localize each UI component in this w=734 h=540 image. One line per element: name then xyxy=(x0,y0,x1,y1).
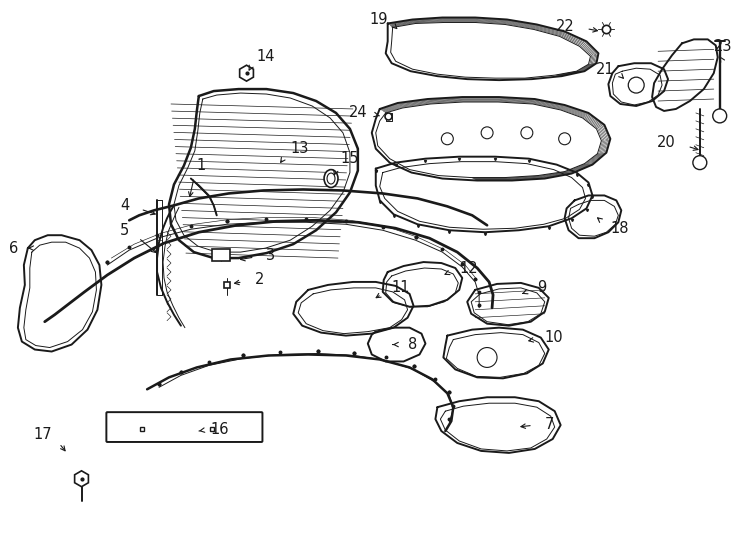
Circle shape xyxy=(693,156,707,170)
Polygon shape xyxy=(239,65,253,81)
Text: 20: 20 xyxy=(657,135,676,150)
Text: 13: 13 xyxy=(290,141,308,156)
Text: 4: 4 xyxy=(120,198,129,213)
Circle shape xyxy=(559,133,570,145)
Text: 21: 21 xyxy=(596,62,614,77)
Ellipse shape xyxy=(327,173,335,184)
Text: 24: 24 xyxy=(349,105,368,120)
Text: 10: 10 xyxy=(545,330,564,345)
Text: 8: 8 xyxy=(407,337,417,352)
Text: 12: 12 xyxy=(459,260,478,275)
Text: 2: 2 xyxy=(255,273,264,287)
Text: 5: 5 xyxy=(120,222,129,238)
Text: 1: 1 xyxy=(197,158,206,173)
Text: 23: 23 xyxy=(713,39,733,54)
Text: 11: 11 xyxy=(392,280,410,295)
Text: 18: 18 xyxy=(611,221,629,236)
Text: 14: 14 xyxy=(256,49,275,64)
Circle shape xyxy=(477,348,497,367)
Circle shape xyxy=(441,133,454,145)
Text: 17: 17 xyxy=(33,427,51,442)
FancyBboxPatch shape xyxy=(106,412,263,442)
FancyBboxPatch shape xyxy=(211,249,230,261)
Circle shape xyxy=(628,77,644,93)
Text: 15: 15 xyxy=(340,151,358,166)
Text: 16: 16 xyxy=(211,422,229,436)
Text: 7: 7 xyxy=(545,416,554,431)
Circle shape xyxy=(713,109,727,123)
Text: 19: 19 xyxy=(369,12,388,27)
Text: 3: 3 xyxy=(266,247,275,262)
Ellipse shape xyxy=(324,170,338,187)
Polygon shape xyxy=(75,471,88,487)
Text: 6: 6 xyxy=(9,241,18,255)
Text: 22: 22 xyxy=(556,19,575,34)
Circle shape xyxy=(481,127,493,139)
Text: 9: 9 xyxy=(537,280,546,295)
Circle shape xyxy=(521,127,533,139)
